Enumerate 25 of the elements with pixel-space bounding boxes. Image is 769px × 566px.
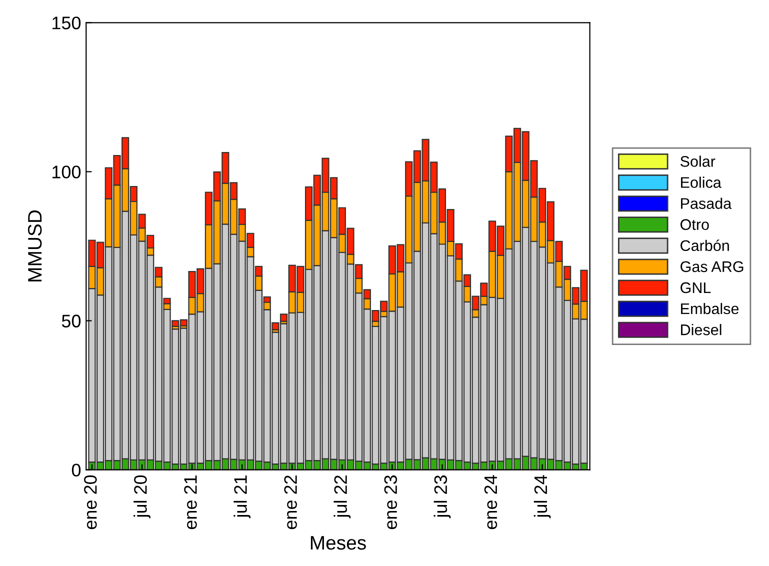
x-tick-label: jul 20	[134, 475, 150, 518]
legend-label: Otro	[680, 219, 709, 230]
legend-label: Carbón	[680, 240, 729, 252]
y-tick-label: 50	[62, 314, 81, 328]
x-tick-label: ene 23	[384, 475, 398, 530]
x-tick-label: jul 24	[534, 475, 551, 518]
legend-label: Gas ARG	[680, 261, 744, 272]
x-tick-label: jul 23	[434, 475, 451, 518]
x-axis-title: Meses	[310, 536, 366, 550]
y-tick-label: 100	[52, 166, 81, 178]
y-tick-label: 0	[72, 464, 81, 476]
x-tick-label: ene 20	[84, 475, 97, 530]
legend-label: Solar	[680, 156, 716, 167]
y-tick-label: 150	[52, 16, 81, 30]
x-tick-label: jul 21	[234, 476, 250, 518]
x-tick-label: ene 24	[484, 475, 498, 530]
legend-label: GNL	[680, 282, 711, 294]
x-tick-label: jul 22	[334, 476, 351, 518]
x-tick-label: ene 21	[184, 476, 197, 530]
legend-label: Eolica	[681, 176, 722, 188]
x-tick-label: ene 22	[284, 476, 297, 530]
legend-label: Pasada	[681, 198, 732, 209]
y-axis-title: MMUSD	[28, 210, 42, 282]
legend-label: Diesel	[681, 324, 722, 336]
legend-label: Embalse	[681, 302, 739, 314]
